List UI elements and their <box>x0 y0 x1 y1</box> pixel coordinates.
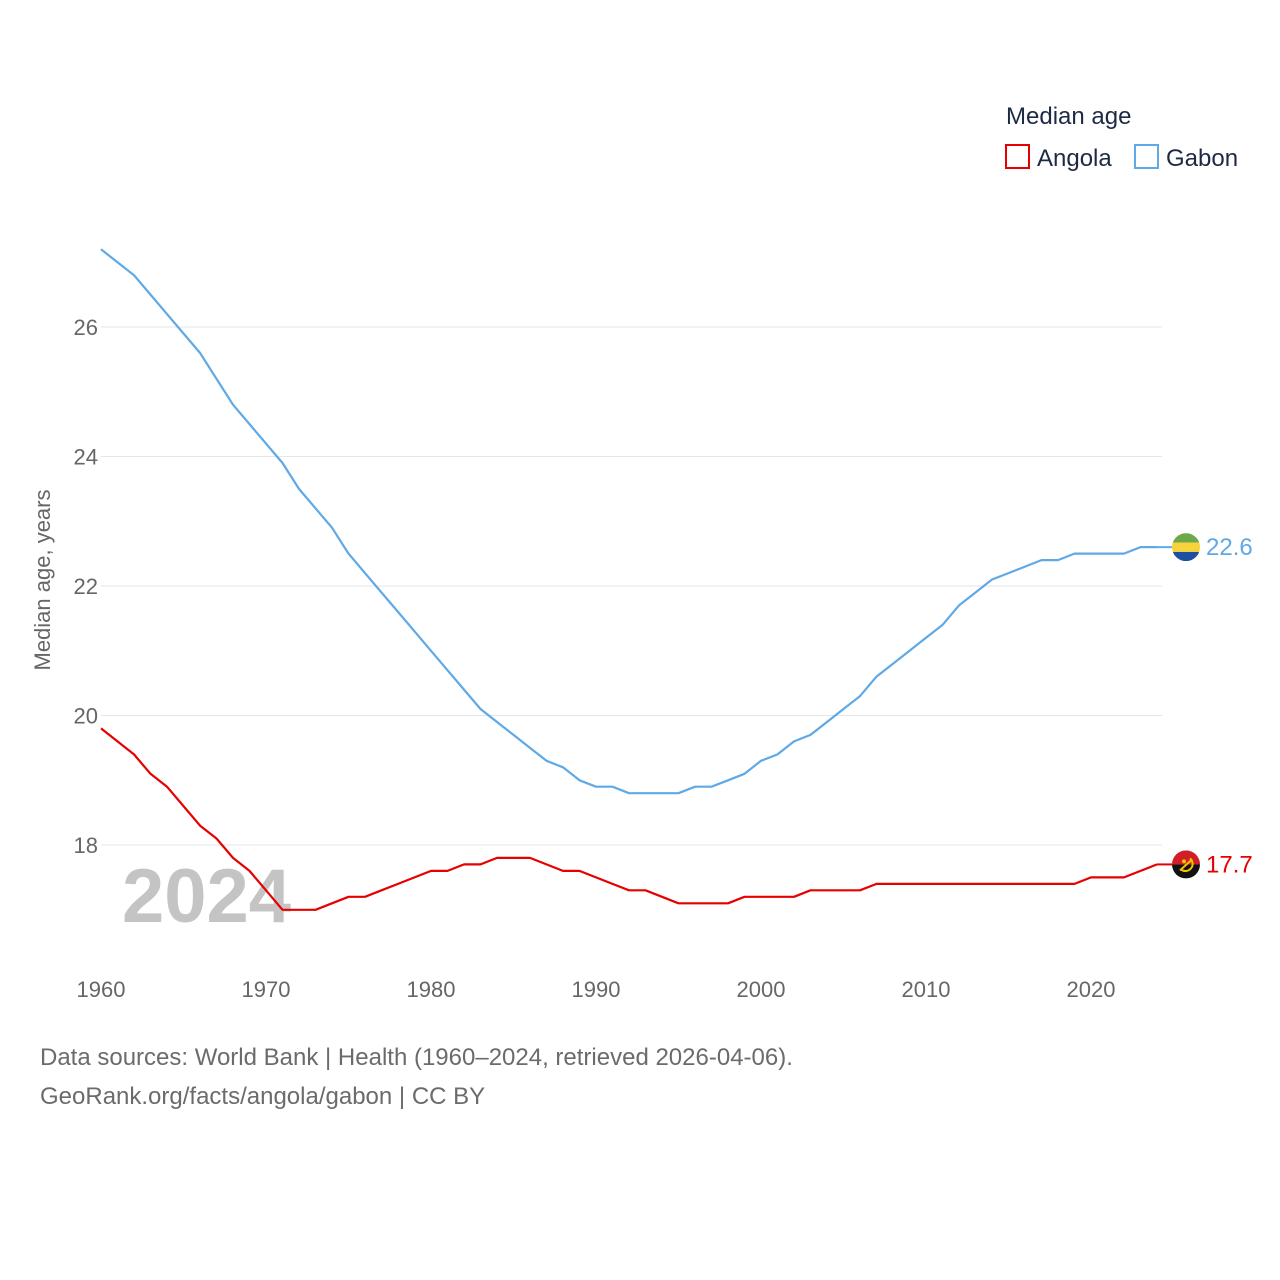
legend-label-gabon[interactable]: Gabon <box>1166 145 1238 172</box>
y-tick-label-20: 20 <box>74 704 98 729</box>
x-tick-label-1960: 1960 <box>77 977 126 1002</box>
y-tick-label-26: 26 <box>74 315 98 340</box>
end-markers: 17.7 22.6 <box>1157 533 1253 879</box>
end-value-label-angola: 17.7 <box>1206 851 1253 878</box>
x-tick-label-1980: 1980 <box>407 977 456 1002</box>
gridlines <box>101 326 1162 846</box>
x-tick-label-1990: 1990 <box>572 977 621 1002</box>
series-line-gabon <box>100 248 1157 795</box>
y-tick-label-18: 18 <box>74 833 98 858</box>
legend: Median age Angola Gabon <box>1005 103 1238 172</box>
year-watermark: 2024 <box>122 854 291 939</box>
series-line-angola <box>100 727 1158 911</box>
credit-link[interactable]: GeoRank.org/facts/angola/gabon | CC BY <box>40 1083 486 1110</box>
legend-label-angola[interactable]: Angola <box>1037 145 1112 172</box>
y-axis-ticks: 18 20 22 24 26 <box>74 315 98 858</box>
x-tick-label-2000: 2000 <box>737 977 786 1002</box>
end-value-label-gabon: 22.6 <box>1206 534 1253 561</box>
x-tick-label-2020: 2020 <box>1067 977 1116 1002</box>
gabon-flag-icon <box>1172 533 1200 562</box>
x-tick-label-2010: 2010 <box>902 977 951 1002</box>
y-axis-title: Median age, years <box>30 490 55 671</box>
series-lines <box>100 248 1158 911</box>
x-tick-label-1970: 1970 <box>242 977 291 1002</box>
y-tick-label-22: 22 <box>74 574 98 599</box>
y-tick-label-24: 24 <box>74 445 98 470</box>
x-axis-ticks: 1960 1970 1980 1990 2000 2010 2020 <box>77 977 1116 1002</box>
legend-swatch-angola[interactable] <box>1005 144 1030 169</box>
source-note: Data sources: World Bank | Health (1960–… <box>40 1044 793 1071</box>
angola-flag-icon <box>1172 850 1200 879</box>
legend-swatch-gabon[interactable] <box>1134 144 1159 169</box>
legend-title: Median age <box>1006 103 1131 130</box>
